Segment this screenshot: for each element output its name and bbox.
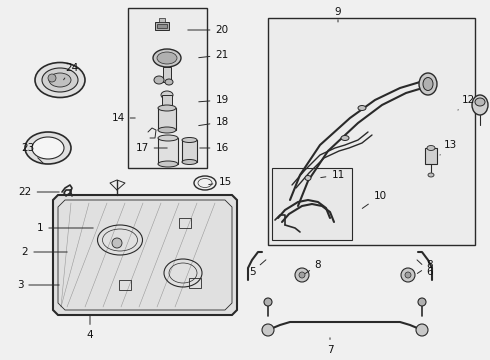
Ellipse shape [358, 105, 366, 111]
Text: 18: 18 [199, 117, 229, 127]
Ellipse shape [158, 105, 176, 111]
Ellipse shape [161, 91, 173, 99]
Text: 16: 16 [200, 143, 229, 153]
Bar [128, 8, 207, 168]
Text: 5: 5 [249, 260, 266, 277]
Bar [189, 278, 201, 288]
Bar [159, 18, 165, 22]
Text: 19: 19 [199, 95, 229, 105]
Ellipse shape [49, 73, 71, 87]
Circle shape [299, 272, 305, 278]
Text: 4: 4 [87, 315, 93, 340]
Ellipse shape [153, 49, 181, 67]
Ellipse shape [165, 79, 173, 85]
Ellipse shape [154, 76, 164, 84]
Ellipse shape [182, 138, 197, 143]
Ellipse shape [423, 77, 433, 90]
Ellipse shape [32, 137, 64, 159]
Circle shape [416, 324, 428, 336]
Text: 12: 12 [458, 95, 475, 110]
Bar [155, 22, 169, 30]
Text: 1: 1 [37, 223, 93, 233]
Text: 8: 8 [417, 260, 433, 274]
Ellipse shape [305, 176, 311, 180]
Bar [119, 280, 131, 290]
Ellipse shape [157, 52, 177, 64]
Text: 23: 23 [22, 143, 43, 163]
Text: 24: 24 [64, 63, 78, 80]
Text: 22: 22 [19, 187, 59, 197]
Ellipse shape [427, 145, 435, 150]
Bar [272, 168, 352, 240]
Bar [179, 218, 191, 228]
Text: 15: 15 [209, 177, 232, 187]
Circle shape [405, 272, 411, 278]
Bar [268, 18, 475, 245]
Bar [425, 148, 437, 164]
Text: 20: 20 [188, 25, 228, 35]
Bar [158, 138, 178, 164]
Ellipse shape [25, 132, 71, 164]
Text: 17: 17 [135, 143, 167, 153]
Circle shape [418, 298, 426, 306]
PathPatch shape [53, 195, 237, 315]
Text: 2: 2 [22, 247, 67, 257]
Bar [158, 108, 176, 130]
Bar [157, 24, 167, 28]
Circle shape [112, 238, 122, 248]
Text: 7: 7 [327, 338, 333, 355]
Ellipse shape [158, 161, 178, 167]
Bar [163, 67, 171, 82]
Bar [162, 95, 172, 105]
Text: 8: 8 [305, 260, 321, 274]
Ellipse shape [419, 73, 437, 95]
Text: 9: 9 [335, 7, 342, 22]
Ellipse shape [341, 135, 349, 140]
Ellipse shape [35, 63, 85, 98]
Text: 14: 14 [111, 113, 135, 123]
Text: 13: 13 [440, 140, 457, 155]
Circle shape [264, 298, 272, 306]
Ellipse shape [182, 159, 197, 165]
Text: 21: 21 [199, 50, 229, 60]
Text: 6: 6 [417, 260, 433, 277]
Bar [182, 140, 197, 162]
Circle shape [48, 74, 56, 82]
Ellipse shape [158, 127, 176, 133]
Text: 10: 10 [362, 191, 387, 208]
Text: 11: 11 [321, 170, 344, 180]
Circle shape [262, 324, 274, 336]
Ellipse shape [472, 95, 488, 115]
Text: 3: 3 [17, 280, 59, 290]
Ellipse shape [475, 98, 485, 106]
Circle shape [401, 268, 415, 282]
Ellipse shape [428, 173, 434, 177]
Circle shape [295, 268, 309, 282]
Ellipse shape [42, 68, 78, 92]
Ellipse shape [158, 135, 178, 141]
